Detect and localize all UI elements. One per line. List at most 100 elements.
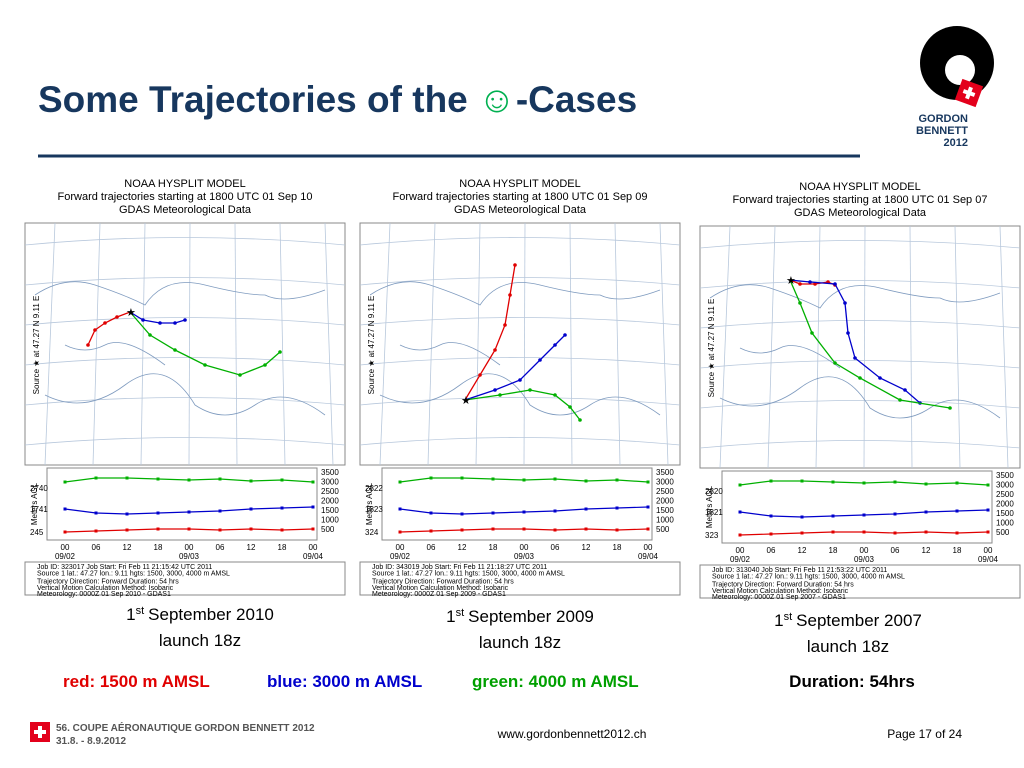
caption-suffix: st (784, 611, 793, 623)
map-graticule (523, 222, 526, 466)
altitude-dot (800, 531, 804, 535)
altitude-dot (280, 528, 284, 532)
altitude-scale: 1000 (321, 516, 339, 525)
altitude-dot (831, 514, 835, 518)
job-info: Source 1 lat.: 47.27 lon.: 9.11 hgts: 15… (372, 570, 565, 577)
start-height: 2822 (365, 484, 383, 493)
time-label: 00 (736, 546, 745, 555)
altitude-dot (646, 505, 650, 509)
altitude-dot (893, 531, 897, 535)
map-graticule (234, 222, 238, 466)
map-graticule (427, 222, 436, 466)
trajectory-dot (173, 348, 177, 352)
start-height: 1821 (705, 508, 723, 517)
trajectory-dot (148, 333, 152, 337)
trajectory-dot (798, 282, 802, 286)
altitude-dot (94, 511, 98, 515)
start-height: 2820 (705, 487, 723, 496)
map-graticule (324, 222, 334, 466)
trajectory (464, 334, 566, 401)
altitude-dot (986, 530, 990, 534)
altitude-dot (156, 477, 160, 481)
time-label: 00 (984, 546, 993, 555)
job-info: Vertical Motion Calculation Method: Isob… (37, 585, 174, 592)
map-graticule (815, 225, 821, 469)
altitude-dot (398, 507, 402, 511)
time-label: 00 (520, 543, 529, 552)
title-end: -Cases (516, 79, 637, 120)
altitude-scale: 500 (656, 525, 670, 534)
map-graticule (699, 320, 1021, 329)
altitude-scale: 3500 (656, 468, 674, 477)
time-label: 18 (278, 543, 287, 552)
altitude-dot (924, 510, 928, 514)
trajectory-dot (568, 405, 572, 409)
altitude-dot (311, 527, 315, 531)
altitude-dot (63, 507, 67, 511)
altitude-dot (738, 483, 742, 487)
map-graticule (44, 222, 56, 466)
time-label: 00 (309, 543, 318, 552)
altitude-dot (491, 477, 495, 481)
caption-date: September 2010 (148, 605, 274, 624)
time-label: 06 (427, 543, 436, 552)
time-label: 06 (551, 543, 560, 552)
legend-blue: blue: 3000 m AMSL (267, 672, 422, 691)
altitude-dot (63, 480, 67, 484)
map-graticule (719, 225, 731, 469)
map-graticule (863, 225, 866, 469)
map-graticule (999, 225, 1009, 469)
caption-suffix: st (136, 605, 145, 617)
map-graticule (954, 225, 961, 469)
logo-text: BENNETT (916, 125, 968, 137)
altitude-scale: 3500 (996, 471, 1014, 480)
altitude-dot (893, 512, 897, 516)
date-label: 09/04 (303, 552, 324, 561)
trajectory-dot (898, 398, 902, 402)
altitude-dot (615, 506, 619, 510)
info-frame (699, 564, 1021, 599)
altitude-scale: 3500 (321, 468, 339, 477)
altitude-dot (460, 528, 464, 532)
time-label: 00 (61, 543, 70, 552)
altitude-scale: 1500 (656, 506, 674, 515)
altitude-dot (398, 530, 402, 534)
time-label: 12 (798, 546, 807, 555)
altitude-dot (218, 477, 222, 481)
trajectory-dot (843, 301, 847, 305)
caption-suffix: st (456, 607, 465, 619)
altitude-dot (125, 476, 129, 480)
altitude-scale: 1500 (996, 509, 1014, 518)
map-graticule (767, 225, 776, 469)
altitude-dot (986, 508, 990, 512)
time-label: 06 (92, 543, 101, 552)
smiley: ☺ (478, 79, 516, 120)
map-graticule (569, 222, 573, 466)
trajectory-dot (553, 343, 557, 347)
time-label: 12 (582, 543, 591, 552)
map-graticule (699, 280, 1021, 289)
map-coast (34, 281, 326, 416)
job-info: Meteorology: 0000Z 01 Sep 2009 - GDAS1 (372, 591, 506, 598)
altitude-dot (522, 510, 526, 514)
altitude-dot (156, 511, 160, 515)
altitude-dot (646, 527, 650, 531)
source-star: ★ (126, 307, 136, 319)
time-label: 00 (185, 543, 194, 552)
altitude-scale: 2000 (321, 497, 339, 506)
map-graticule (359, 237, 681, 246)
altitude-dot (311, 505, 315, 509)
altitude-dot (924, 530, 928, 534)
trajectory-dot (278, 350, 282, 354)
map-graticule (24, 397, 346, 406)
panel-header: Forward trajectories starting at 1800 UT… (393, 191, 648, 203)
time-label: 12 (922, 546, 931, 555)
trajectory (464, 264, 516, 401)
trajectory-dot (853, 356, 857, 360)
date-label: 09/02 (55, 552, 76, 561)
altitude-scale: 2500 (321, 487, 339, 496)
altitude-dot (94, 476, 98, 480)
caption-launch: launch 18z (479, 633, 561, 652)
